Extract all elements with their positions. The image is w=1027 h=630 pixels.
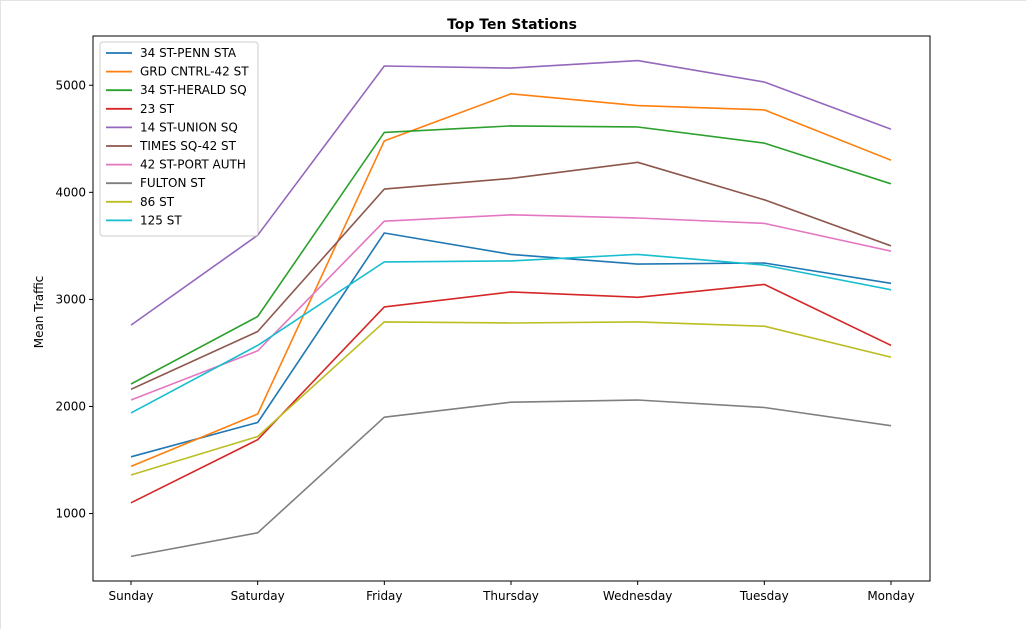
series-line [130,399,892,558]
legend-label: 125 ST [140,213,182,227]
x-tick-label: Monday [867,589,914,603]
legend-label: GRD CNTRL-42 ST [140,65,249,79]
y-tick-label: 5000 [55,78,86,92]
legend-label: TIMES SQ-42 ST [139,139,237,153]
y-axis: 1000 2000 3000 4000 5000 [55,78,93,521]
x-tick-label: Friday [366,589,402,603]
series-line [130,253,892,414]
legend-label: 23 ST [140,102,175,116]
x-tick-label: Sunday [109,589,154,603]
legend-label: 86 ST [140,195,175,209]
series-lines [130,59,892,558]
series-line [130,125,892,385]
legend-label: 34 ST-HERALD SQ [140,83,247,97]
y-tick-label: 4000 [55,185,86,199]
y-axis-label: Mean Traffic [32,276,46,349]
series-line [130,161,892,391]
legend-label: 14 ST-UNION SQ [140,120,238,134]
series-line [130,214,892,401]
legend: 34 ST-PENN STA GRD CNTRL-42 ST 34 ST-HERAL… [99,41,259,237]
x-tick-label: Tuesday [739,589,789,603]
series-line [130,232,892,458]
legend-label: 42 ST-PORT AUTH [140,158,246,172]
y-tick-label: 3000 [55,292,86,306]
y-tick-label: 2000 [55,399,86,413]
legend-label: FULTON ST [140,176,206,190]
legend-label: 34 ST-PENN STA [140,46,237,60]
series-line [130,283,892,504]
series-line [130,321,892,476]
x-axis: Sunday Saturday Friday Thursday Wednesday Tue… [109,581,915,603]
series-line [130,93,892,468]
x-tick-label: Wednesday [603,589,672,603]
y-tick-label: 1000 [55,507,86,521]
legend-box [99,41,259,237]
chart-title: Top Ten Stations [447,17,577,33]
x-tick-label: Saturday [231,589,285,603]
x-tick-label: Thursday [482,589,539,603]
